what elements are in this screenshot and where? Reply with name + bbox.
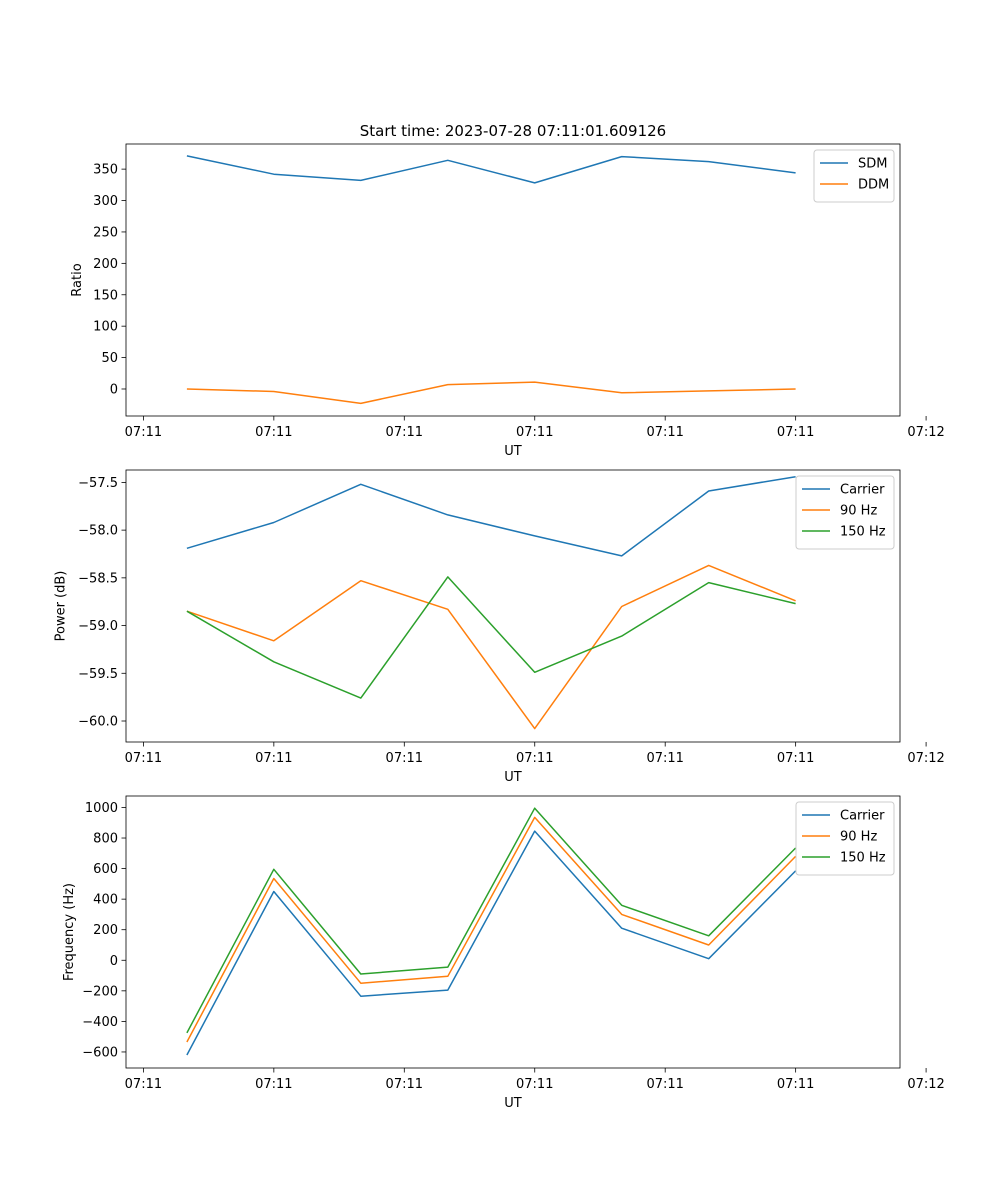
y-axis-label: Power (dB) bbox=[54, 571, 69, 642]
x-tick-label: 07:11 bbox=[386, 751, 423, 766]
y-tick-label: −57.5 bbox=[78, 476, 118, 491]
x-tick-label: 07:12 bbox=[907, 1077, 944, 1092]
y-tick-label: −59.0 bbox=[78, 619, 118, 634]
y-tick-label: −58.5 bbox=[78, 571, 118, 586]
series-line-90-hz bbox=[186, 564, 796, 730]
legend-label: 90 Hz bbox=[840, 830, 877, 845]
legend-label: 90 Hz bbox=[840, 504, 877, 519]
legend: SDM DDM bbox=[813, 149, 895, 203]
y-tick-label: −600 bbox=[82, 1045, 118, 1060]
x-tick-label: 07:11 bbox=[125, 425, 162, 440]
x-tick-label: 07:11 bbox=[646, 1077, 683, 1092]
figure-title: Start time: 2023-07-28 07:11:01.609126 bbox=[360, 122, 666, 140]
y-tick-label: 250 bbox=[93, 225, 118, 240]
x-tick-label: 07:11 bbox=[516, 425, 553, 440]
plot-frame bbox=[125, 469, 901, 743]
y-tick-label: 400 bbox=[93, 893, 118, 908]
series-line-90-hz bbox=[186, 816, 797, 1043]
y-tick-label: 200 bbox=[93, 923, 118, 938]
x-tick-label: 07:11 bbox=[125, 1077, 162, 1092]
y-tick-label: 0 bbox=[110, 954, 118, 969]
x-tick-label: 07:11 bbox=[516, 751, 553, 766]
y-tick-label: 1000 bbox=[85, 801, 118, 816]
legend-label: Carrier bbox=[840, 809, 885, 824]
y-tick-label: 800 bbox=[93, 832, 118, 847]
y-tick-label: −400 bbox=[82, 1015, 118, 1030]
subplot-1: 07:11 07:11 07:11 07:11 07:11 07:11 07:12 0 50 10… bbox=[70, 143, 945, 459]
plot-frame bbox=[125, 143, 901, 417]
subplot-2: 07:11 07:11 07:11 07:11 07:11 07:11 07:12 −60.0… bbox=[54, 469, 945, 785]
y-tick-label: 200 bbox=[93, 257, 118, 272]
x-axis-label: UT bbox=[504, 444, 522, 459]
x-tick-label: 07:11 bbox=[255, 751, 292, 766]
x-tick-label: 07:11 bbox=[516, 1077, 553, 1092]
y-tick-label: 0 bbox=[110, 382, 118, 397]
y-axis-label: Frequency (Hz) bbox=[62, 883, 77, 981]
series-line-150-hz bbox=[186, 576, 796, 699]
x-tick-label: 07:11 bbox=[777, 751, 814, 766]
x-tick-label: 07:11 bbox=[646, 751, 683, 766]
y-tick-label: 50 bbox=[101, 351, 118, 366]
series-line-ddm bbox=[186, 381, 796, 405]
x-tick-label: 07:11 bbox=[646, 425, 683, 440]
plot-frame bbox=[125, 795, 901, 1069]
y-tick-label: 350 bbox=[93, 163, 118, 178]
x-tick-label: 07:11 bbox=[255, 425, 292, 440]
legend-label: DDM bbox=[858, 178, 889, 193]
x-tick-label: 07:11 bbox=[125, 751, 162, 766]
x-tick-label: 07:11 bbox=[777, 425, 814, 440]
x-axis-label: UT bbox=[504, 1096, 522, 1111]
x-tick-label: 07:11 bbox=[777, 1077, 814, 1092]
series-line-carrier bbox=[186, 475, 796, 557]
legend-label: 150 Hz bbox=[840, 851, 886, 866]
plots: 07:11 07:11 07:11 07:11 07:11 07:11 07:12 0 50 10… bbox=[54, 143, 945, 1111]
y-tick-label: 150 bbox=[93, 288, 118, 303]
x-tick-label: 07:11 bbox=[255, 1077, 292, 1092]
x-axis-label: UT bbox=[504, 770, 522, 785]
legend: Carrier 90 Hz 150 Hz bbox=[795, 801, 895, 876]
y-tick-label: 300 bbox=[93, 194, 118, 209]
y-tick-label: 600 bbox=[93, 862, 118, 877]
x-tick-label: 07:11 bbox=[386, 425, 423, 440]
legend-label: SDM bbox=[858, 157, 887, 172]
y-tick-label: −60.0 bbox=[78, 715, 118, 730]
x-tick-label: 07:12 bbox=[907, 425, 944, 440]
y-axis-label: Ratio bbox=[70, 263, 85, 296]
x-tick-label: 07:12 bbox=[907, 751, 944, 766]
legend-label: 150 Hz bbox=[840, 525, 886, 540]
y-tick-label: −58.0 bbox=[78, 524, 118, 539]
legend-label: Carrier bbox=[840, 483, 885, 498]
y-tick-label: 100 bbox=[93, 320, 118, 335]
y-tick-label: −200 bbox=[82, 984, 118, 999]
y-tick-label: −59.5 bbox=[78, 667, 118, 682]
subplot-3: 07:11 07:11 07:11 07:11 07:11 07:11 07:12 −600 −… bbox=[62, 795, 945, 1111]
series-line-sdm bbox=[186, 155, 796, 184]
series-line-150-hz bbox=[186, 807, 797, 1034]
series-line-carrier bbox=[186, 830, 797, 1056]
x-tick-label: 07:11 bbox=[386, 1077, 423, 1092]
legend: Carrier 90 Hz 150 Hz bbox=[795, 475, 895, 550]
